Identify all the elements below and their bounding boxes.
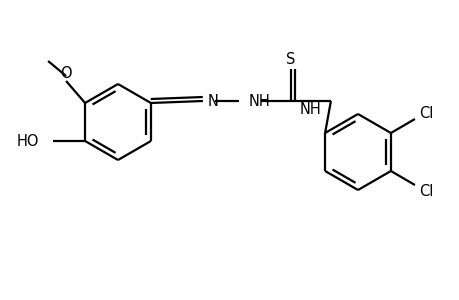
Text: HO: HO — [17, 134, 39, 148]
Text: NH: NH — [248, 94, 270, 109]
Text: Cl: Cl — [418, 106, 432, 121]
Text: S: S — [285, 52, 295, 67]
Text: N: N — [207, 94, 218, 109]
Text: O: O — [60, 67, 72, 82]
Text: NH: NH — [299, 103, 321, 118]
Text: Cl: Cl — [418, 184, 432, 199]
